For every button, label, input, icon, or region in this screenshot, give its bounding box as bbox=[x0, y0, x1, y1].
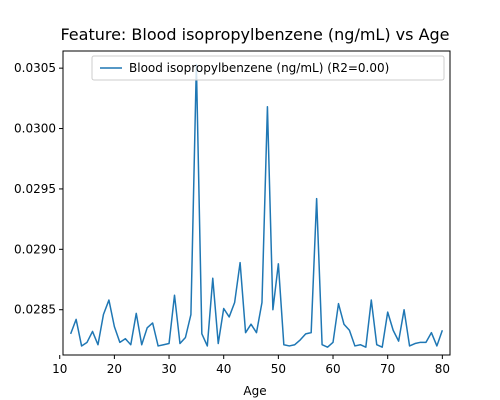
y-tick-label: 0.0290 bbox=[14, 242, 56, 256]
series-line bbox=[69, 63, 444, 348]
y-tick-label: 0.0285 bbox=[14, 303, 56, 317]
y-tick-label: 0.0305 bbox=[14, 61, 56, 75]
x-tick-label: 70 bbox=[380, 362, 395, 376]
legend: Blood isopropylbenzene (ng/mL) (R2=0.00) bbox=[91, 55, 445, 81]
x-tick-label: 10 bbox=[52, 362, 67, 376]
x-tick-label: 20 bbox=[107, 362, 122, 376]
y-tick-label: 0.0300 bbox=[14, 122, 56, 136]
x-axis-label: Age bbox=[243, 384, 266, 398]
x-axis: 10 20 30 40 50 60 70 80 bbox=[52, 355, 450, 376]
x-tick-label: 30 bbox=[161, 362, 176, 376]
y-tick-label: 0.0295 bbox=[14, 182, 56, 196]
legend-entry-label: Blood isopropylbenzene (ng/mL) (R2=0.00) bbox=[129, 61, 389, 75]
x-tick-label: 60 bbox=[325, 362, 340, 376]
y-axis: 0.0285 0.0290 0.0295 0.0300 0.0305 bbox=[14, 61, 63, 317]
x-tick-label: 50 bbox=[271, 362, 286, 376]
x-tick-label: 80 bbox=[435, 362, 450, 376]
legend-box bbox=[91, 55, 445, 81]
plot-frame bbox=[62, 50, 451, 356]
plot-area bbox=[69, 63, 444, 348]
chart-title: Feature: Blood isopropylbenzene (ng/mL) … bbox=[60, 25, 449, 44]
x-tick-label: 40 bbox=[216, 362, 231, 376]
